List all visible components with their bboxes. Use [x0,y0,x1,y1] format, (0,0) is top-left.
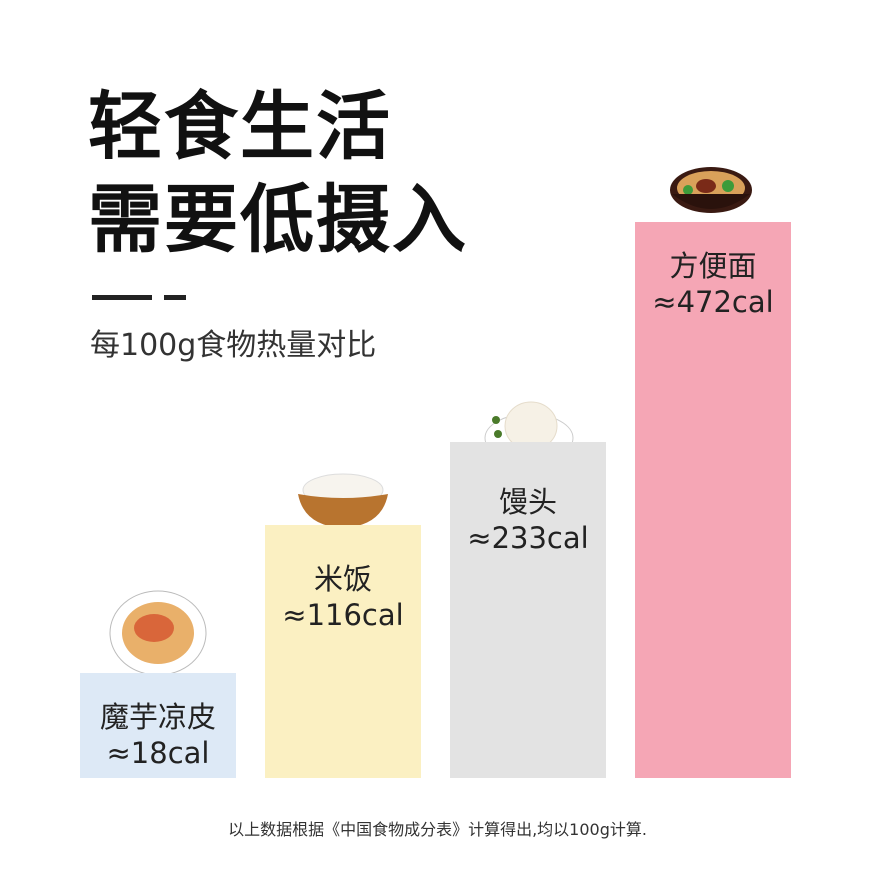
dash [164,295,186,300]
bar: 馒头 ≈233cal [450,442,606,778]
calories: ≈472cal [652,285,774,319]
footnote: 以上数据根据《中国食物成分表》计算得出,均以100g计算. [228,820,647,839]
food-name: 馒头 [498,485,557,519]
bar: 米饭 ≈116cal [265,525,421,778]
bar: 方便面 ≈472cal [635,222,791,778]
calories: ≈233cal [467,521,589,555]
title-line: 需要低摄入 [88,177,468,263]
bar: 魔芋凉皮 ≈18cal [80,673,236,778]
noodle-bowl [670,167,752,213]
subtitle: 每100g食物热量对比 [90,328,377,363]
food-plate [109,590,207,676]
food-name: 魔芋凉皮 [99,700,216,734]
food-name: 方便面 [669,249,757,283]
rice-bowl [298,473,388,528]
dash [92,295,152,300]
calories: ≈116cal [282,598,404,632]
calories: ≈18cal [106,736,210,770]
title-line: 轻食生活 [88,84,392,170]
food-name: 米饭 [313,562,372,596]
